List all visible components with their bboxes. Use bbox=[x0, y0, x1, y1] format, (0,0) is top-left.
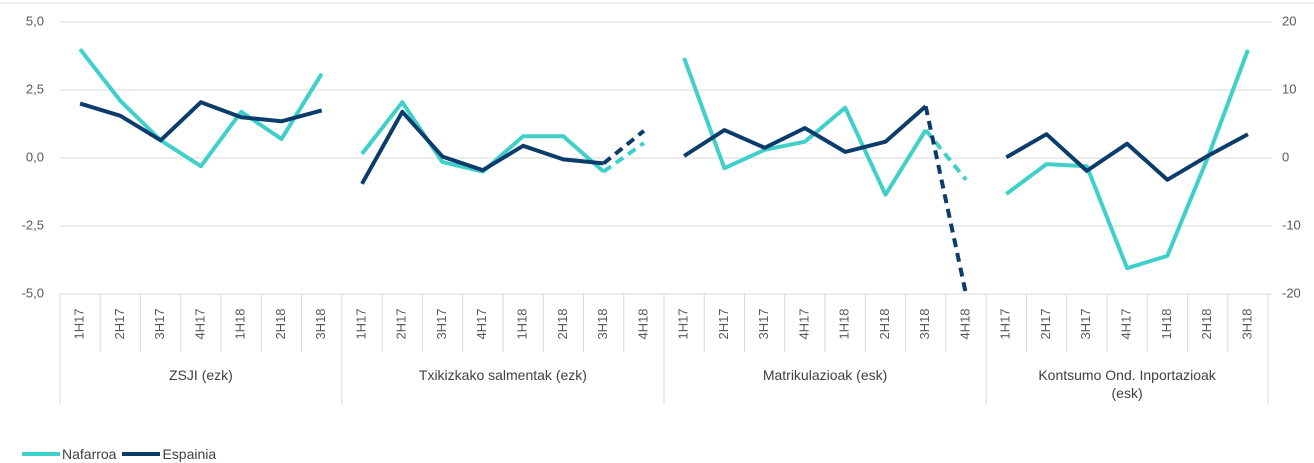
series-line bbox=[602, 129, 646, 165]
x-tick-label: 2H17 bbox=[716, 308, 731, 339]
legend-item: Nafarroa bbox=[22, 446, 116, 462]
series-line bbox=[924, 128, 968, 182]
series-line bbox=[923, 105, 968, 295]
series-line bbox=[1005, 49, 1250, 271]
series-line bbox=[360, 109, 604, 185]
legend-swatch bbox=[22, 452, 60, 456]
y2-tick-label: 0 bbox=[1282, 149, 1289, 164]
x-tick-label: 3H18 bbox=[595, 308, 610, 339]
x-tick-label: 2H18 bbox=[273, 308, 288, 339]
y2-tick-label: -10 bbox=[1282, 217, 1301, 232]
x-tick-label: 2H18 bbox=[877, 308, 892, 339]
x-tick-label: 1H18 bbox=[233, 308, 248, 339]
series-line bbox=[683, 104, 928, 158]
group-label: Matrikulazioak (esk) bbox=[762, 367, 888, 383]
x-tick-label: 2H17 bbox=[112, 308, 127, 339]
x-tick-label: 4H18 bbox=[957, 308, 972, 339]
y2-tick-label: -20 bbox=[1282, 285, 1301, 300]
x-tick-label: 1H18 bbox=[1159, 308, 1174, 339]
legend-swatch bbox=[122, 452, 161, 456]
group-label: Txikizkako salmentak (ezk) bbox=[418, 367, 587, 383]
x-tick-label: 3H18 bbox=[1239, 308, 1254, 339]
y-tick-label: 2,5 bbox=[26, 81, 44, 96]
x-tick-label: 3H17 bbox=[1078, 308, 1093, 339]
series-line bbox=[602, 141, 646, 174]
x-tick-label: 4H17 bbox=[1119, 308, 1134, 339]
series-line bbox=[682, 57, 928, 197]
x-tick-label: 3H18 bbox=[917, 308, 932, 339]
group-label: ZSJI (ezk) bbox=[169, 367, 233, 383]
y-tick-label: -5,0 bbox=[22, 285, 44, 300]
y2-tick-label: 10 bbox=[1282, 81, 1296, 96]
series-line bbox=[79, 100, 323, 143]
legend-label: Espainia bbox=[162, 446, 217, 462]
y-tick-label: 0,0 bbox=[26, 149, 44, 164]
x-tick-label: 1H17 bbox=[676, 308, 691, 339]
x-tick-label: 2H18 bbox=[1199, 308, 1214, 339]
x-tick-label: 4H17 bbox=[474, 308, 489, 339]
series-line bbox=[1005, 132, 1249, 182]
legend-item: Espainia bbox=[122, 446, 216, 462]
series-line bbox=[78, 47, 324, 169]
y-tick-label: 5,0 bbox=[26, 13, 44, 28]
x-tick-label: 4H17 bbox=[796, 308, 811, 339]
x-tick-label: 1H18 bbox=[515, 308, 530, 339]
x-tick-label: 3H17 bbox=[434, 308, 449, 339]
x-tick-label: 2H17 bbox=[394, 308, 409, 339]
x-tick-label: 1H17 bbox=[998, 308, 1013, 339]
x-tick-label: 1H17 bbox=[353, 308, 368, 339]
legend-label: Nafarroa bbox=[62, 446, 117, 462]
x-tick-label: 2H18 bbox=[555, 308, 570, 339]
legend: Nafarroa Espainia bbox=[22, 446, 222, 462]
group-label: Kontsumo Ond. Inportazioak (esk) bbox=[1038, 367, 1216, 401]
x-tick-label: 1H17 bbox=[72, 308, 87, 339]
x-tick-label: 4H17 bbox=[192, 308, 207, 339]
x-tick-label: 3H18 bbox=[313, 308, 328, 339]
x-tick-label: 2H17 bbox=[1038, 308, 1053, 339]
y-tick-label: -2,5 bbox=[22, 217, 44, 232]
x-tick-label: 1H18 bbox=[837, 308, 852, 339]
x-tick-label: 4H18 bbox=[635, 308, 650, 339]
y2-tick-label: 20 bbox=[1282, 13, 1296, 28]
x-tick-label: 3H17 bbox=[152, 308, 167, 339]
x-tick-label: 3H17 bbox=[756, 308, 771, 339]
